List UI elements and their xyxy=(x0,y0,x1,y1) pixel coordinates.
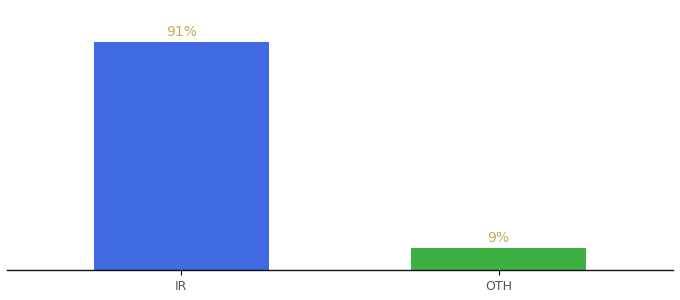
Bar xyxy=(411,248,586,270)
Bar xyxy=(94,42,269,270)
Text: 91%: 91% xyxy=(166,25,197,39)
Text: 9%: 9% xyxy=(488,231,509,245)
